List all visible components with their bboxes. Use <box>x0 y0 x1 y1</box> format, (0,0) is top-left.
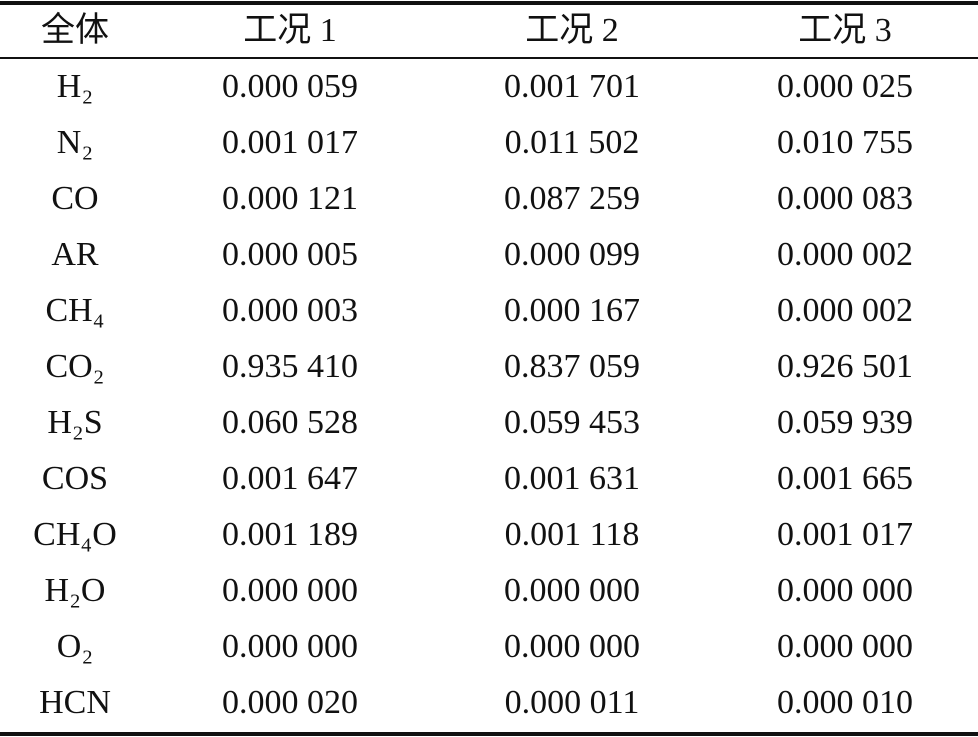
row-label: COS <box>41 460 109 497</box>
value-cell: 0.000 000 <box>504 572 640 609</box>
row-label: H₂ <box>56 68 94 105</box>
value-cell: 0.000 099 <box>504 236 640 273</box>
value-cell: 0.000 167 <box>504 292 640 329</box>
value-cell: 0.059 939 <box>777 404 913 441</box>
value-cell: 0.000 083 <box>777 180 913 217</box>
value-cell: 0.000 000 <box>777 572 913 609</box>
value-cell: 0.001 701 <box>504 68 640 105</box>
bottom-rule <box>0 732 978 736</box>
value-cell: 0.000 011 <box>504 684 640 721</box>
value-cell: 0.001 118 <box>504 516 640 553</box>
value-cell: 0.001 017 <box>222 124 358 161</box>
value-cell: 0.059 453 <box>504 404 640 441</box>
value-cell: 0.926 501 <box>777 348 913 385</box>
value-cell: 0.000 020 <box>222 684 358 721</box>
value-cell: 0.935 410 <box>222 348 358 385</box>
value-cell: 0.001 631 <box>504 460 640 497</box>
value-cell: 0.011 502 <box>504 124 640 161</box>
header-cell: 全体 <box>41 12 109 49</box>
row-label: CH₄ <box>45 292 105 329</box>
top-rule <box>0 1 978 5</box>
value-cell: 0.000 005 <box>222 236 358 273</box>
value-cell: 0.060 528 <box>222 404 358 441</box>
row-label: O₂ <box>56 628 94 665</box>
row-label: H₂O <box>44 572 106 609</box>
row-label: AR <box>51 236 99 273</box>
value-cell: 0.000 121 <box>222 180 358 217</box>
value-cell: 0.000 002 <box>777 292 913 329</box>
value-cell: 0.000 010 <box>777 684 913 721</box>
value-cell: 0.000 000 <box>777 628 913 665</box>
value-cell: 0.087 259 <box>504 180 640 217</box>
header-cell: 工况 1 <box>243 12 337 49</box>
value-cell: 0.001 017 <box>777 516 913 553</box>
value-cell: 0.010 755 <box>777 124 913 161</box>
row-label: CO₂ <box>45 348 105 385</box>
row-label: CH₄O <box>33 516 117 553</box>
value-cell: 0.000 000 <box>222 628 358 665</box>
row-label: H₂S <box>47 404 103 441</box>
row-label: HCN <box>39 684 111 721</box>
header-cell: 工况 3 <box>798 12 892 49</box>
value-cell: 0.001 665 <box>777 460 913 497</box>
row-label: N₂ <box>56 124 94 161</box>
value-cell: 0.000 059 <box>222 68 358 105</box>
value-cell: 0.837 059 <box>504 348 640 385</box>
value-cell: 0.000 000 <box>222 572 358 609</box>
value-cell: 0.000 003 <box>222 292 358 329</box>
value-cell: 0.001 647 <box>222 460 358 497</box>
value-cell: 0.001 189 <box>222 516 358 553</box>
row-label: CO <box>51 180 99 217</box>
value-cell: 0.000 002 <box>777 236 913 273</box>
header-rule <box>0 57 978 59</box>
value-cell: 0.000 000 <box>504 628 640 665</box>
value-cell: 0.000 025 <box>777 68 913 105</box>
header-cell: 工况 2 <box>525 12 619 49</box>
